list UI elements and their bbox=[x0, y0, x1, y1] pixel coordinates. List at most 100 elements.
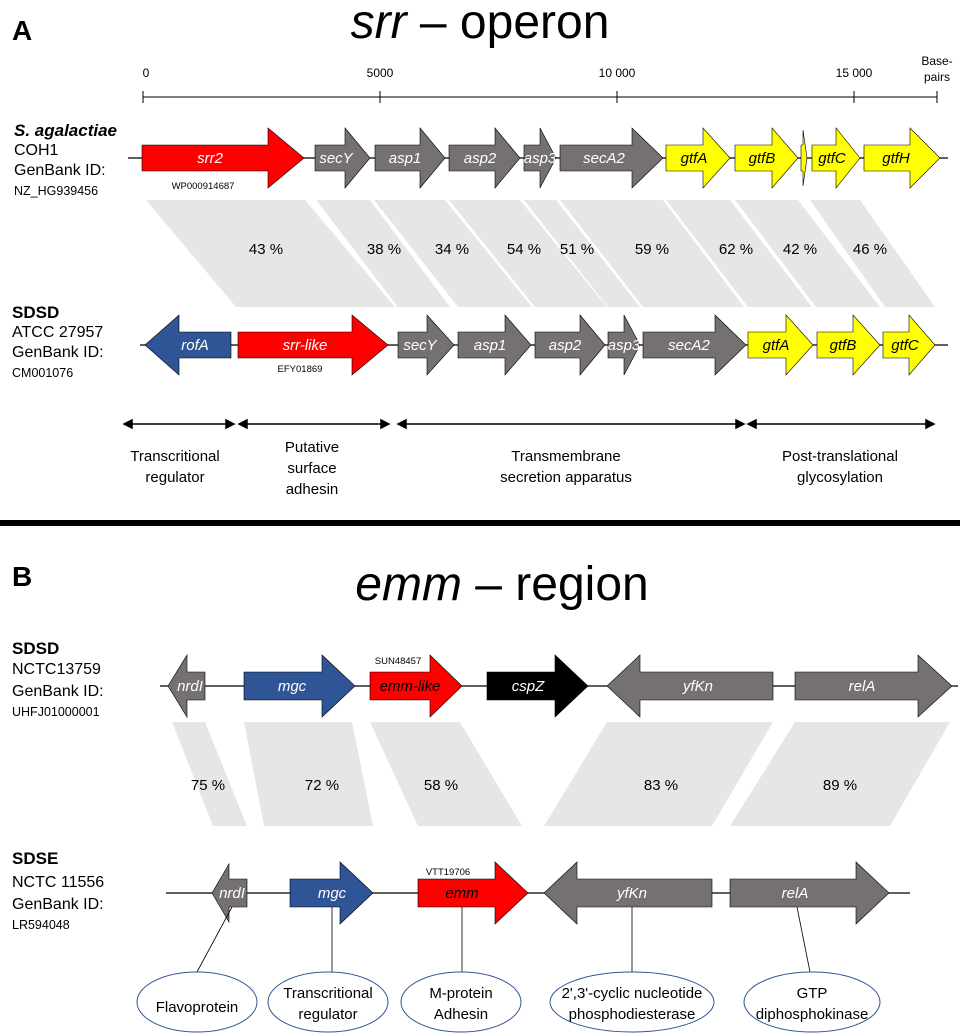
gene-label: relA bbox=[782, 885, 809, 902]
identity-percent: 54 % bbox=[507, 241, 541, 258]
annotation-text: Transcritional bbox=[283, 985, 372, 1002]
strain-name: COH1 bbox=[14, 142, 59, 159]
gene-label: secA2 bbox=[583, 150, 625, 167]
gene-label: emm-like bbox=[380, 678, 441, 695]
identity-block bbox=[449, 200, 607, 307]
scale-tick-label: 15 000 bbox=[836, 66, 873, 80]
gene-arrow-nrdI-b1 bbox=[167, 653, 206, 719]
strain-name: ATCC 27957 bbox=[12, 324, 103, 341]
gene-label: gtfC bbox=[818, 150, 846, 167]
gene-arrow-relA-b2 bbox=[729, 861, 890, 925]
gene-label: gtfB bbox=[749, 150, 776, 167]
annotation-text: 2',3'-cyclic nucleotide bbox=[562, 985, 703, 1002]
gene-arrow-asp2-a1 bbox=[448, 127, 521, 189]
identity-block bbox=[730, 722, 950, 826]
gene-label: emm bbox=[445, 885, 478, 902]
genbank-label: GenBank ID: bbox=[12, 344, 104, 361]
gene-track-b2: nrdI mgc emm yfKn relA VTT19706 bbox=[166, 861, 910, 925]
panel-a-label: A bbox=[12, 15, 32, 46]
strain-name: NCTC 11556 bbox=[12, 874, 104, 891]
protein-accession: WP000914687 bbox=[172, 181, 235, 192]
identity-block bbox=[172, 722, 247, 826]
gene-label: asp1 bbox=[474, 337, 507, 354]
gene-label: relA bbox=[849, 678, 876, 695]
gene-label: asp2 bbox=[549, 337, 582, 354]
species-a2-info: SDSD ATCC 27957 GenBank ID: CM001076 bbox=[12, 303, 104, 380]
gene-label: gtfA bbox=[681, 150, 708, 167]
genbank-accession: CM001076 bbox=[12, 366, 73, 380]
species-b2-info: SDSE NCTC 11556 GenBank ID: LR594048 bbox=[12, 849, 104, 932]
function-label: Transmembrane bbox=[511, 448, 620, 465]
gene-label: asp3 bbox=[608, 337, 641, 354]
gene-label: yfKn bbox=[682, 678, 713, 695]
gene-arrow-gtfA-a2 bbox=[747, 314, 814, 376]
identity-block bbox=[374, 200, 532, 307]
identity-block bbox=[666, 200, 812, 307]
identity-block bbox=[560, 200, 744, 307]
annotation-text: regulator bbox=[298, 1006, 357, 1023]
gene-label: mgc bbox=[278, 678, 307, 695]
scale-unit-label: Base- bbox=[921, 54, 952, 68]
gene-arrow-secA2-a1 bbox=[559, 127, 664, 189]
panel-b-title: emm – region bbox=[355, 558, 648, 611]
annotation-bubble bbox=[267, 971, 389, 1033]
annotation-bubble bbox=[743, 971, 881, 1033]
annotation-text: Flavoprotein bbox=[156, 999, 239, 1016]
gene-label: secA2 bbox=[668, 337, 710, 354]
annotation-bubble bbox=[136, 971, 258, 1033]
identity-percent: 59 % bbox=[635, 241, 669, 258]
identity-percent: 46 % bbox=[853, 241, 887, 258]
scale-unit-label: pairs bbox=[924, 70, 950, 84]
identity-block bbox=[810, 200, 935, 307]
scale-tick-label: 10 000 bbox=[599, 66, 636, 80]
identity-blocks-a bbox=[146, 200, 935, 307]
protein-accession: VTT19706 bbox=[426, 867, 470, 878]
function-label: Post-translational bbox=[782, 448, 898, 465]
function-labels: Transcritional regulator Putative surfac… bbox=[130, 439, 898, 498]
identity-block bbox=[370, 722, 522, 826]
gene-arrow-gtfH-a1 bbox=[863, 127, 941, 189]
species-name: SDSD bbox=[12, 639, 59, 658]
function-label: glycosylation bbox=[797, 469, 883, 486]
gene-arrow-mgc-b2 bbox=[289, 861, 374, 925]
gene-label: asp3 bbox=[524, 150, 557, 167]
gene-label: srr2 bbox=[197, 150, 223, 167]
annotation-bubble bbox=[400, 971, 522, 1033]
identity-block bbox=[244, 722, 373, 826]
identity-block bbox=[146, 200, 395, 307]
gene-arrow-asp3-a1 bbox=[523, 127, 557, 189]
function-label: surface bbox=[287, 460, 336, 477]
gene-arrow-secY-a2 bbox=[397, 314, 455, 376]
gene-track-b1: nrdI mgc emm-like cspZ yfKn relA SUN4845… bbox=[160, 653, 958, 719]
gene-arrow-cspZ bbox=[486, 654, 589, 718]
annotation-texts: Flavoprotein Transcritional regulator M-… bbox=[156, 985, 869, 1023]
identity-block bbox=[316, 200, 450, 307]
panel-a-title-rest: – operon bbox=[407, 0, 610, 49]
identity-percent: 38 % bbox=[367, 241, 401, 258]
annotation-text: M-protein bbox=[429, 985, 492, 1002]
gene-arrow-small-a1 bbox=[800, 129, 808, 187]
annotation-connectors bbox=[196, 906, 811, 973]
identity-block bbox=[524, 200, 640, 307]
genbank-label: GenBank ID: bbox=[12, 896, 104, 913]
function-label: regulator bbox=[145, 469, 204, 486]
gene-arrow-nrdI-b2 bbox=[211, 862, 248, 924]
annotation-text: GTP bbox=[797, 985, 828, 1002]
identity-blocks-b bbox=[172, 722, 950, 826]
scale-tick-label: 0 bbox=[143, 66, 150, 80]
gene-track-a2: rofA srr-like secY asp1 asp2 asp3 secA2 … bbox=[140, 314, 948, 376]
function-label: secretion apparatus bbox=[500, 469, 632, 486]
panel-b-title-rest: – region bbox=[462, 558, 649, 611]
gene-arrow-rofA bbox=[144, 314, 232, 376]
gene-arrow-secY-a1 bbox=[314, 127, 371, 189]
gene-label: gtfA bbox=[763, 337, 790, 354]
strain-name: NCTC13759 bbox=[12, 661, 101, 678]
identity-percent: 58 % bbox=[424, 777, 458, 794]
gene-label: nrdI bbox=[219, 885, 245, 902]
scale-bar: 0 5000 10 000 15 000 Base- pairs bbox=[142, 54, 953, 103]
protein-accession: EFY01869 bbox=[278, 364, 323, 375]
species-name: S. agalactiae bbox=[14, 121, 117, 140]
gene-arrow-emm bbox=[417, 861, 529, 925]
gene-arrow-gtfC-a2 bbox=[882, 314, 936, 376]
